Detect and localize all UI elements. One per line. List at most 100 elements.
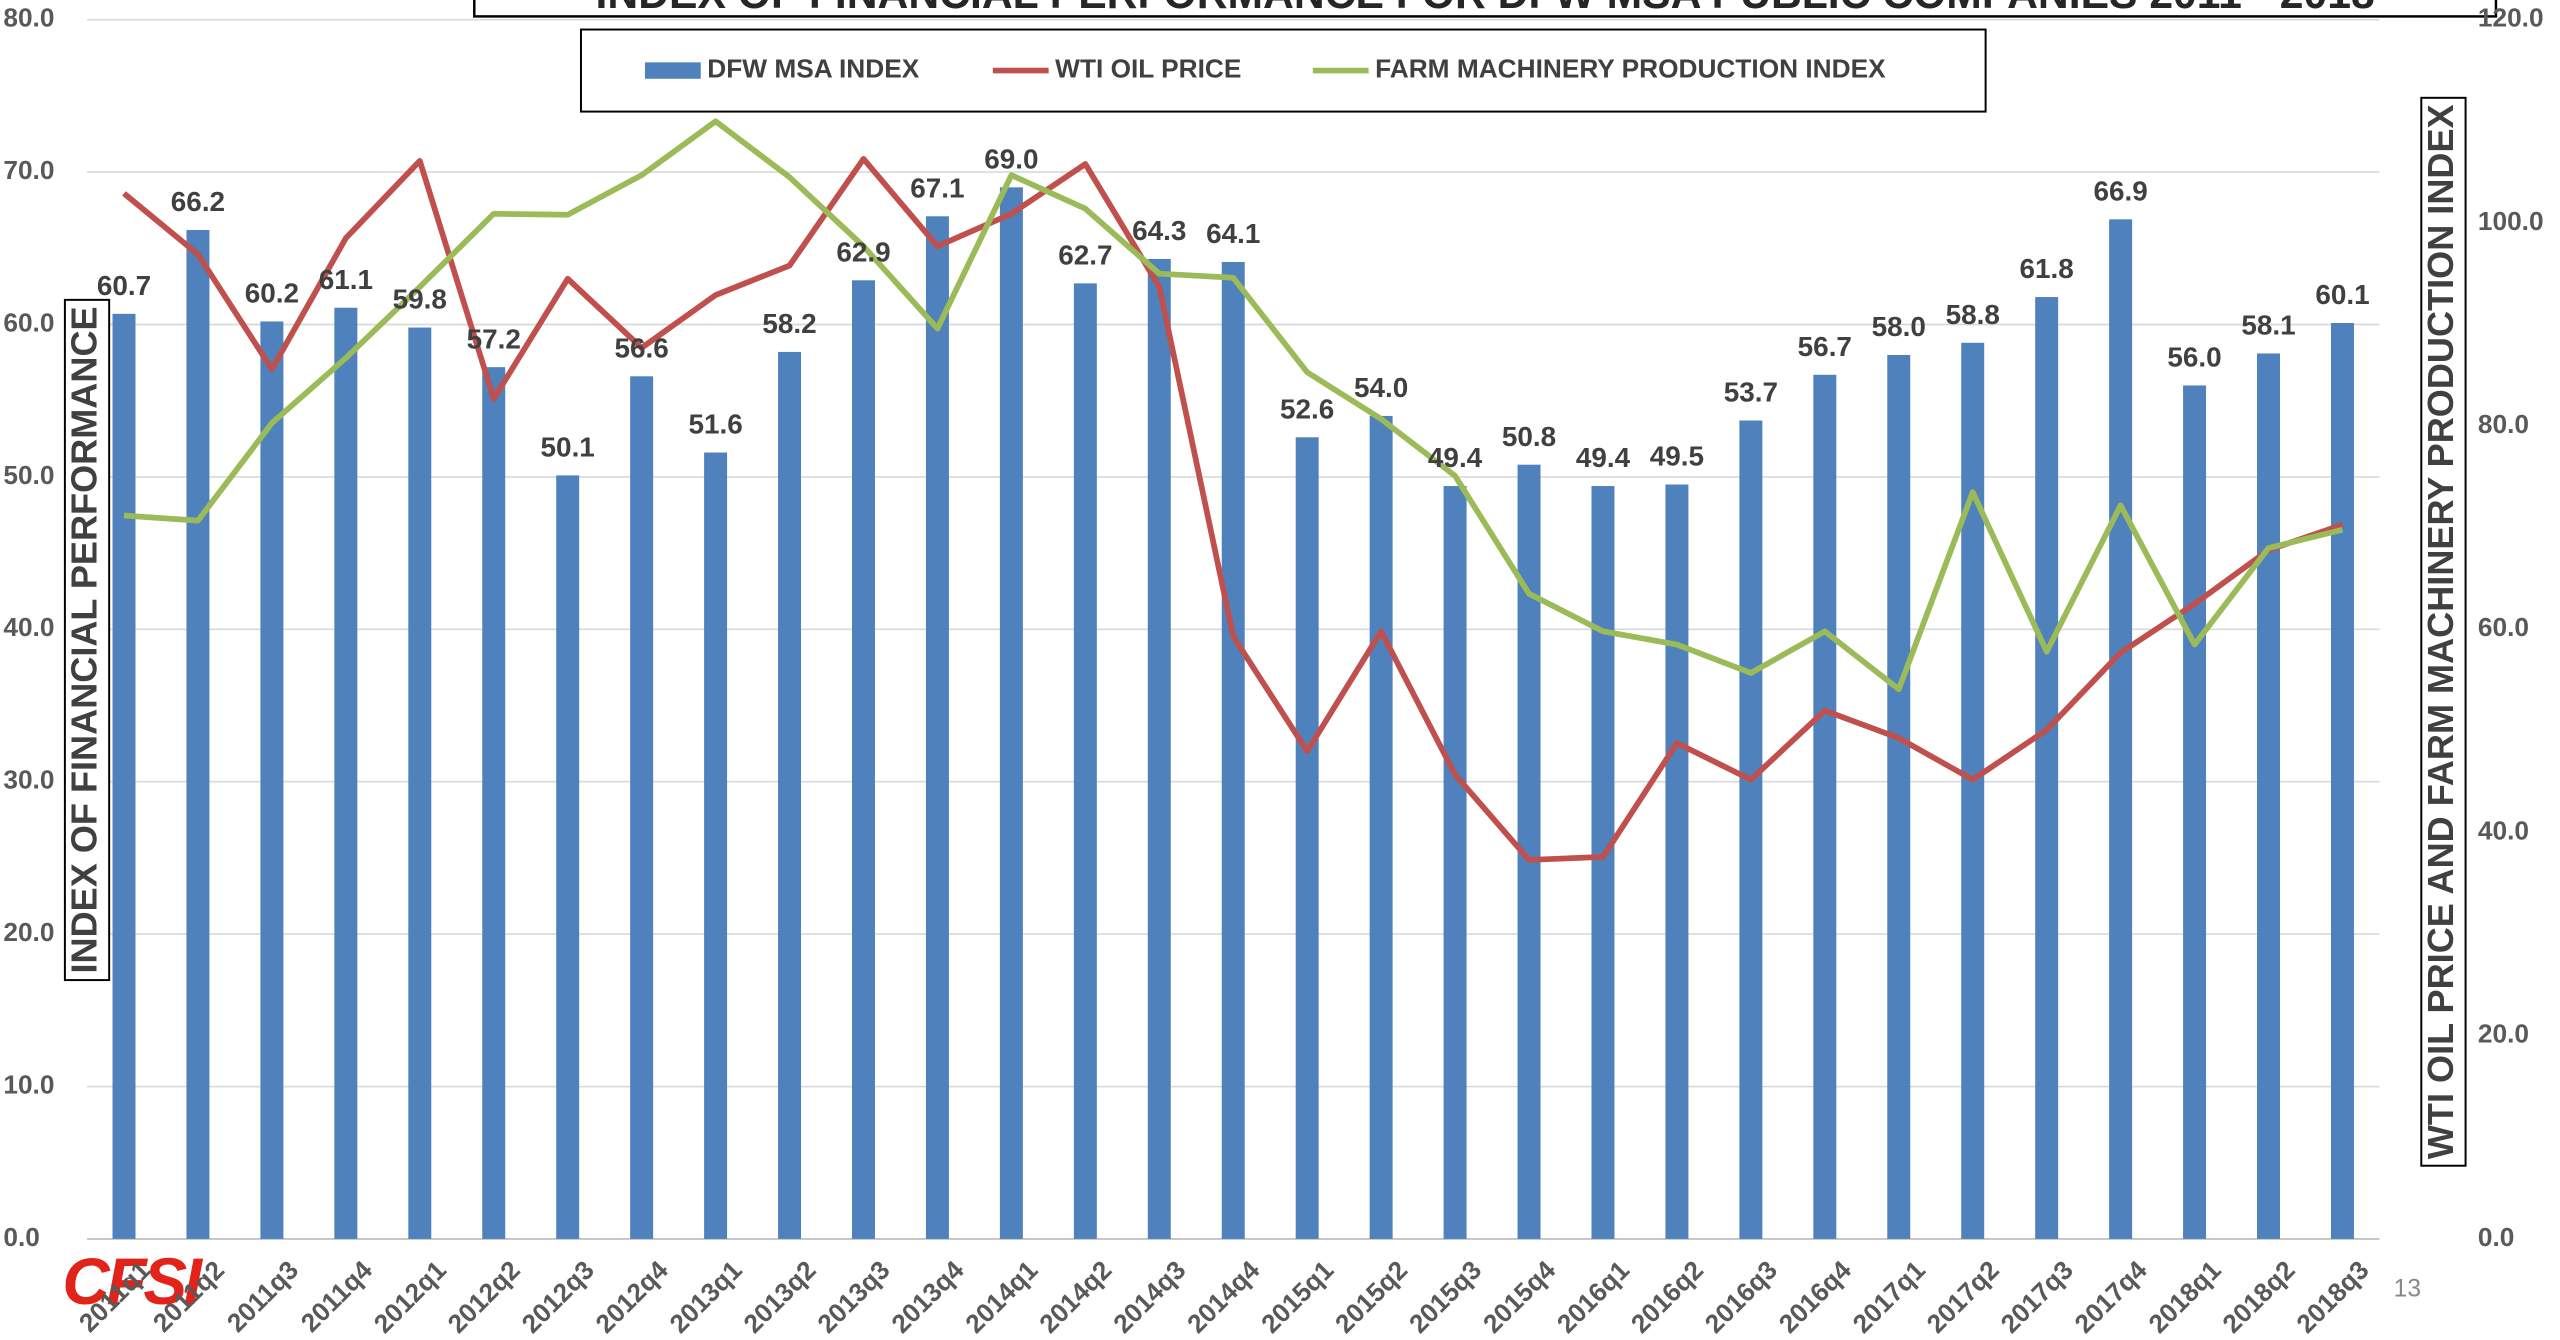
value-label: 58.0 — [1872, 311, 1926, 342]
x-tick-label: 2017q1 — [1847, 1255, 1931, 1339]
x-tick-label: 2014q1 — [959, 1255, 1043, 1339]
x-tick-label: 2011q3 — [221, 1255, 304, 1338]
bar — [1221, 262, 1245, 1239]
x-tick-label: 2015q3 — [1403, 1255, 1487, 1339]
value-label: 52.6 — [1280, 393, 1334, 424]
bar — [1665, 484, 1689, 1239]
y-tick-label: 20.0 — [3, 917, 54, 947]
bar — [1517, 464, 1541, 1239]
axis-title-box — [2420, 96, 2467, 1167]
x-tick-label: 2015q1 — [1255, 1255, 1339, 1339]
y-tick-label: 0.0 — [3, 1222, 40, 1252]
y-tick-label: 10.0 — [3, 1069, 54, 1099]
legend-label: FARM MACHINERY PRODUCTION INDEX — [1375, 53, 1886, 83]
y2-tick-label: 0.0 — [2478, 1222, 2514, 1252]
value-label: 64.1 — [1206, 218, 1260, 249]
x-tick-label: 2018q1 — [2143, 1255, 2227, 1339]
x-tick-label: 2016q4 — [1773, 1254, 1857, 1338]
x-tick-label: 2012q3 — [516, 1255, 600, 1339]
value-label: 69.0 — [984, 143, 1038, 174]
bar — [630, 376, 654, 1239]
value-label: 53.7 — [1724, 377, 1778, 408]
value-label: 50.1 — [541, 431, 595, 462]
y-tick-label: 60.0 — [3, 307, 54, 337]
value-label: 60.7 — [97, 270, 151, 301]
value-label: 60.1 — [2315, 279, 2369, 310]
x-tick-label: 2015q2 — [1329, 1255, 1413, 1339]
page-number: 13 — [2394, 1275, 2421, 1302]
value-label: 54.0 — [1354, 372, 1408, 403]
bar — [1591, 486, 1615, 1239]
value-label: 58.2 — [762, 308, 816, 339]
value-label: 58.8 — [1946, 299, 2000, 330]
line-series — [122, 156, 2344, 863]
bar — [556, 475, 580, 1239]
y2-tick-label: 40.0 — [2478, 815, 2529, 845]
bar — [1961, 342, 1985, 1239]
bar — [186, 230, 210, 1239]
y2-tick-label: 60.0 — [2478, 612, 2529, 642]
y2-axis-title: WTI OIL PRICE AND FARM MACHINERY PRODUCT… — [2420, 104, 2461, 1159]
x-tick-label: 2017q3 — [1995, 1255, 2079, 1339]
bar — [925, 216, 949, 1239]
value-label: 58.1 — [2241, 310, 2295, 341]
bar — [999, 187, 1023, 1239]
bar — [2109, 219, 2133, 1239]
legend-label: DFW MSA INDEX — [707, 53, 919, 83]
chart-title: INDEX OF FINANCIAL PERFORMANCE FOR DFW M… — [596, 0, 2375, 18]
axis-title-box — [63, 298, 111, 982]
bar — [778, 351, 802, 1239]
x-tick-label: 2018q3 — [2290, 1255, 2374, 1339]
bar — [260, 321, 284, 1239]
legend-label: WTI OIL PRICE — [1055, 53, 1241, 83]
x-tick-label: 2017q4 — [2069, 1254, 2153, 1338]
value-label: 64.3 — [1132, 215, 1186, 246]
bar — [1073, 283, 1097, 1239]
value-label: 66.9 — [2093, 175, 2147, 206]
x-tick-label: 2017q2 — [1921, 1255, 2005, 1339]
y-tick-label: 50.0 — [3, 460, 54, 490]
x-tick-label: 2012q4 — [590, 1254, 674, 1338]
value-label: 50.8 — [1502, 421, 1556, 452]
bar — [1813, 374, 1837, 1239]
x-tick-label: 2015q4 — [1477, 1254, 1561, 1338]
title-box — [473, 0, 2498, 18]
value-label: 59.8 — [393, 284, 447, 315]
y-axis-title: INDEX OF FINANCIAL PERFORMANCE — [64, 306, 105, 973]
value-label: 57.2 — [467, 323, 521, 354]
x-tick-label: 2016q3 — [1699, 1255, 1783, 1339]
y-tick-label: 70.0 — [3, 155, 54, 185]
line-series — [123, 118, 2344, 693]
value-label: 49.4 — [1428, 442, 1483, 473]
y-tick-label: 40.0 — [3, 612, 54, 642]
value-label: 66.2 — [171, 186, 225, 217]
x-tick-label: 2013q3 — [811, 1255, 895, 1339]
bar — [1443, 486, 1467, 1239]
value-label: 56.0 — [2167, 342, 2221, 373]
x-tick-label: 2011q4 — [295, 1254, 378, 1337]
x-tick-label: 2012q1 — [368, 1255, 452, 1339]
x-tick-label: 2016q2 — [1625, 1255, 1709, 1339]
bar — [704, 452, 728, 1239]
y2-tick-label: 20.0 — [2478, 1019, 2529, 1049]
value-label: 62.9 — [836, 236, 890, 267]
logo: CFSI — [62, 1245, 203, 1318]
bar — [1887, 354, 1911, 1239]
bar — [1739, 420, 1763, 1239]
y-tick-label: 80.0 — [3, 3, 54, 33]
value-label: 49.5 — [1650, 441, 1704, 472]
bar — [408, 327, 432, 1239]
x-tick-label: 2014q2 — [1033, 1255, 1117, 1339]
bar — [1369, 415, 1393, 1239]
x-tick-label: 2018q2 — [2216, 1255, 2300, 1339]
y2-tick-label: 120.0 — [2478, 3, 2544, 33]
bar — [1147, 258, 1171, 1239]
bar — [1295, 437, 1319, 1239]
x-tick-label: 2012q2 — [442, 1255, 526, 1339]
x-tick-label: 2014q3 — [1107, 1255, 1191, 1339]
bar — [334, 307, 358, 1239]
legend-swatch — [644, 62, 701, 79]
x-tick-label: 2016q1 — [1551, 1255, 1635, 1339]
